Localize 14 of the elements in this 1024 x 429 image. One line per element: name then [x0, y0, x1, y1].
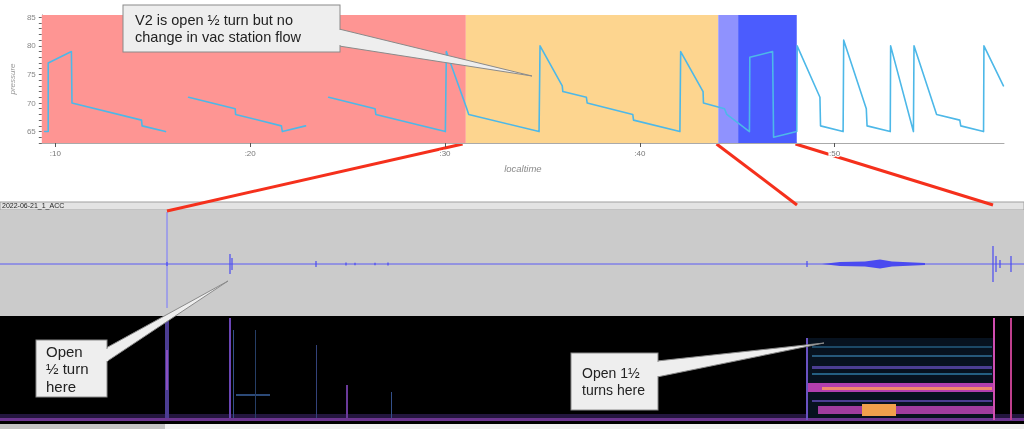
- x-axis-title: localtime: [504, 162, 542, 174]
- y-tick-label: 80: [26, 41, 37, 51]
- x-tick-label: :10: [49, 148, 62, 158]
- x-tick-label: :20: [244, 148, 257, 158]
- y-tick-label: 75: [26, 69, 37, 79]
- x-tick-label: :40: [634, 148, 646, 158]
- y-tick-label: 65: [26, 127, 37, 137]
- y-tick-label: 70: [26, 98, 37, 108]
- text: Open 1½ turns here: [582, 365, 647, 399]
- annotation: V2 is open ½ turn but no change in vac station flow: [135, 12, 303, 45]
- y-axis-title: pressure: [7, 62, 17, 96]
- text: Open ½ turn here: [46, 343, 90, 395]
- y-tick-label: 85: [26, 12, 37, 22]
- x-tick-label: :30: [439, 148, 452, 158]
